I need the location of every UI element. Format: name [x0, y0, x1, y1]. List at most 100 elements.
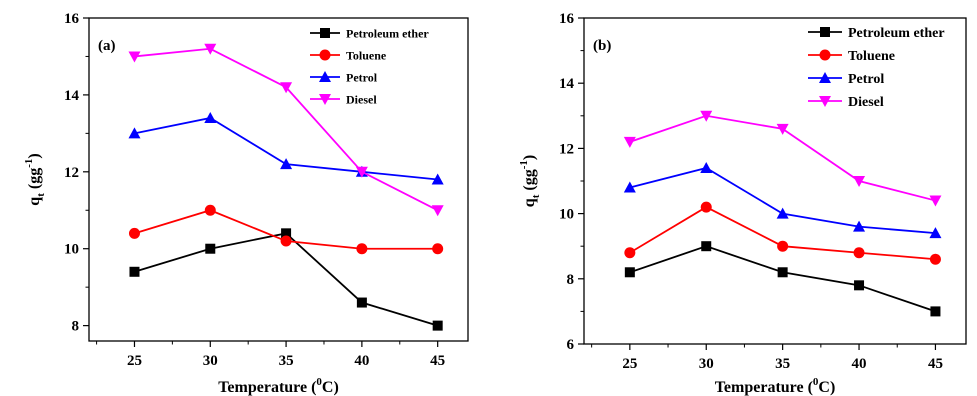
legend-marker: [819, 49, 831, 61]
data-point: [700, 201, 712, 213]
y-tick-label: 6: [567, 337, 575, 353]
x-axis-title: Temperature (0C): [715, 376, 836, 396]
x-axis-title-text: Temperature (: [218, 379, 316, 396]
x-tick-label: 40: [852, 356, 867, 372]
data-point: [356, 243, 368, 255]
data-point: [128, 51, 141, 63]
data-point: [929, 227, 942, 239]
series-petrol: [128, 111, 444, 185]
y-axis-title: qt (gg-1): [518, 155, 542, 207]
data-point: [204, 111, 217, 123]
data-point: [853, 176, 866, 187]
data-point: [701, 241, 712, 252]
y-axis-title-sup: -1: [518, 160, 530, 169]
y-axis-title-sub: t: [35, 193, 47, 197]
data-point: [700, 110, 713, 122]
y-tick-label: 10: [64, 242, 79, 258]
data-point: [431, 173, 444, 185]
x-tick-label: 35: [279, 353, 294, 369]
y-axis-title-sup: -1: [23, 159, 35, 168]
data-point: [854, 280, 865, 291]
legend-label: Diesel: [346, 92, 377, 106]
y-axis-title-text: q: [26, 197, 43, 206]
x-tick-label: 25: [127, 353, 142, 369]
panel-label: (a): [98, 38, 116, 54]
series-toluene: [128, 204, 444, 255]
y-axis-title-mid: (gg: [521, 169, 538, 194]
x-tick-label: 40: [354, 353, 369, 369]
y-axis-title: qt (gg-1): [23, 153, 47, 205]
x-tick-label: 30: [699, 356, 714, 372]
legend-marker: [319, 49, 331, 61]
data-point: [356, 297, 367, 308]
series-toluene: [624, 201, 941, 265]
data-point: [280, 158, 293, 170]
legend-marker: [319, 94, 331, 105]
data-point: [129, 266, 140, 277]
y-tick-label: 10: [559, 207, 574, 223]
legend-marker: [819, 72, 831, 83]
x-axis-title-end: C): [322, 379, 339, 396]
x-axis-title-text: Temperature (: [715, 379, 813, 396]
data-point: [776, 123, 789, 135]
data-point: [280, 235, 292, 247]
data-point: [280, 82, 293, 94]
legend-marker: [820, 27, 830, 37]
legend-marker: [319, 71, 331, 82]
legend-label: Petroleum ether: [848, 26, 945, 41]
y-axis-title-text: q: [521, 198, 538, 207]
x-tick-label: 35: [775, 356, 790, 372]
legend-marker: [819, 96, 831, 107]
legend-label: Toluene: [848, 49, 895, 64]
y-tick-label: 16: [64, 11, 80, 27]
x-axis-title-end: C): [818, 379, 835, 396]
legend-label: Petroleum ether: [346, 26, 429, 40]
data-point: [623, 136, 636, 148]
legend-label: Toluene: [346, 48, 387, 62]
series-line: [134, 47, 439, 212]
data-point: [623, 181, 636, 193]
legend-label: Petrol: [346, 70, 378, 84]
plot-frame: [88, 17, 469, 342]
series-petroleum-ether: [129, 228, 443, 331]
y-tick-label: 8: [567, 272, 575, 288]
x-tick-label: 30: [203, 353, 218, 369]
y-tick-label: 14: [559, 76, 575, 92]
chart-panel-b: 25 30 35 40 45 6 8 10 12 14 16 Temperature (0C) qt (…: [518, 11, 967, 396]
y-tick-label: 16: [559, 11, 575, 27]
legend: Petroleum ether Toluene Petrol Diesel: [310, 26, 429, 106]
series-diesel: [623, 110, 942, 207]
data-point: [281, 228, 292, 239]
y-tick-label: 14: [64, 88, 80, 104]
y-axis-title-sub: t: [530, 194, 542, 198]
data-point: [128, 127, 141, 139]
x-axis-title: Temperature (0C): [218, 376, 339, 396]
y-tick-label: 8: [72, 319, 80, 335]
series-diesel: [128, 43, 444, 217]
data-point: [431, 205, 444, 217]
data-point: [853, 247, 865, 259]
x-tick-label: 25: [622, 356, 637, 372]
y-axis-title-mid: (gg: [26, 168, 43, 193]
y-axis-title-end: ): [521, 155, 538, 160]
series-petroleum-ether: [624, 241, 941, 317]
data-point: [204, 43, 217, 55]
legend-label: Diesel: [848, 95, 884, 110]
x-axis-title-sup: 0: [316, 376, 322, 388]
y-tick-label: 12: [559, 141, 574, 157]
data-point: [432, 243, 444, 255]
legend-label: Petrol: [848, 72, 884, 87]
data-point: [432, 320, 443, 331]
series-line: [134, 117, 438, 181]
data-point: [128, 227, 140, 239]
data-point: [355, 166, 368, 178]
data-point: [929, 253, 941, 265]
data-point: [624, 267, 635, 278]
data-point: [204, 204, 216, 216]
chart-panel-a: 25 30 35 40 45 8 10 12 14 16 Temperature (0C) qt (g…: [23, 11, 469, 396]
y-tick-label: 12: [64, 165, 79, 181]
data-point: [777, 267, 788, 278]
x-axis-title-sup: 0: [813, 376, 819, 388]
data-point: [930, 306, 941, 317]
